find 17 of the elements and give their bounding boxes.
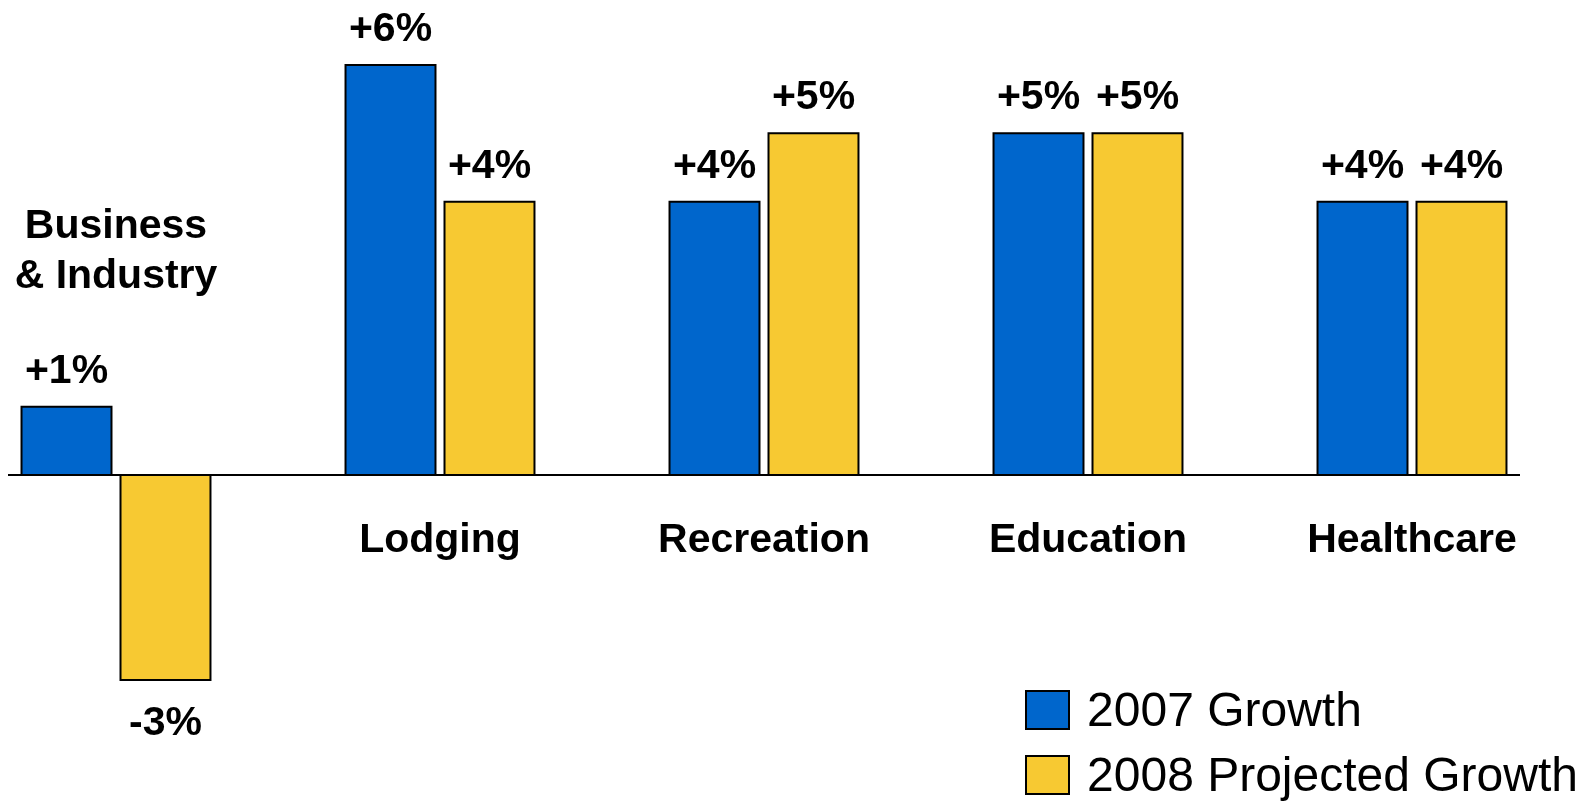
legend-label: 2008 Projected Growth bbox=[1087, 748, 1578, 801]
data-label: +4% bbox=[672, 140, 757, 187]
data-label: +5% bbox=[996, 72, 1081, 119]
legend-label: 2007 Growth bbox=[1087, 683, 1362, 736]
x-tick-label: Recreation bbox=[658, 515, 870, 561]
data-label: +6% bbox=[348, 4, 433, 50]
data-label: -3% bbox=[129, 698, 202, 744]
data-label: +5% bbox=[1095, 72, 1180, 119]
data-label: +1% bbox=[24, 345, 109, 392]
x-tick-label: Healthcare bbox=[1307, 515, 1517, 561]
x-tick-label: Business & Industry bbox=[14, 200, 218, 297]
x-tick-label: Education bbox=[988, 515, 1188, 561]
x-tick-label: Lodging bbox=[359, 515, 521, 561]
data-label: +4% bbox=[1419, 140, 1504, 187]
data-label: +4% bbox=[447, 140, 532, 187]
data-label: +5% bbox=[771, 72, 856, 119]
data-label: +4% bbox=[1320, 140, 1405, 187]
